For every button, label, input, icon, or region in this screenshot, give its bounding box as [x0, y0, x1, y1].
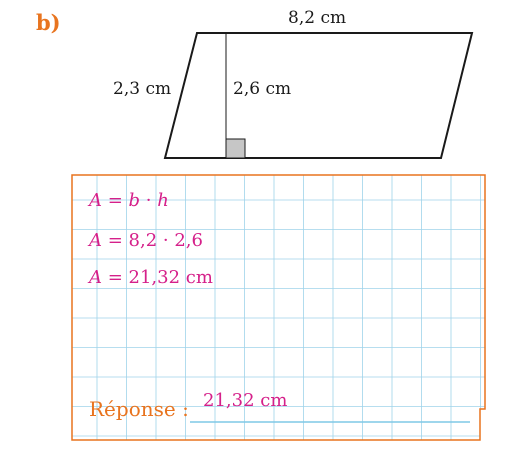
side-label: 2,3 cm	[113, 79, 172, 99]
formula-rhs: = 8,2 · 2,6	[102, 230, 203, 251]
answer-value[interactable]: 21,32 cm	[203, 390, 288, 411]
equals-sign: =	[107, 190, 129, 211]
parallelogram-figure	[163, 32, 474, 159]
answer-label: Réponse :	[89, 397, 189, 421]
base-variable: b	[128, 190, 141, 211]
right-angle-marker	[225, 138, 246, 159]
multiply-dot: ·	[140, 190, 158, 211]
formula-line-3: A = 21,32 cm	[89, 267, 213, 288]
height-label: 2,6 cm	[233, 79, 292, 99]
card-border	[71, 174, 486, 441]
formula-line-1: A = b · h	[89, 190, 169, 211]
area-variable: A	[89, 190, 102, 211]
parallelogram-shape	[163, 32, 474, 159]
formula-rhs: = 21,32 cm	[102, 267, 213, 288]
height-variable: h	[157, 190, 169, 211]
exercise-label: b)	[36, 10, 61, 35]
formula-line-2: A = 8,2 · 2,6	[89, 230, 203, 251]
base-label: 8,2 cm	[288, 8, 347, 28]
area-variable: A	[89, 267, 102, 288]
area-variable: A	[89, 230, 102, 251]
